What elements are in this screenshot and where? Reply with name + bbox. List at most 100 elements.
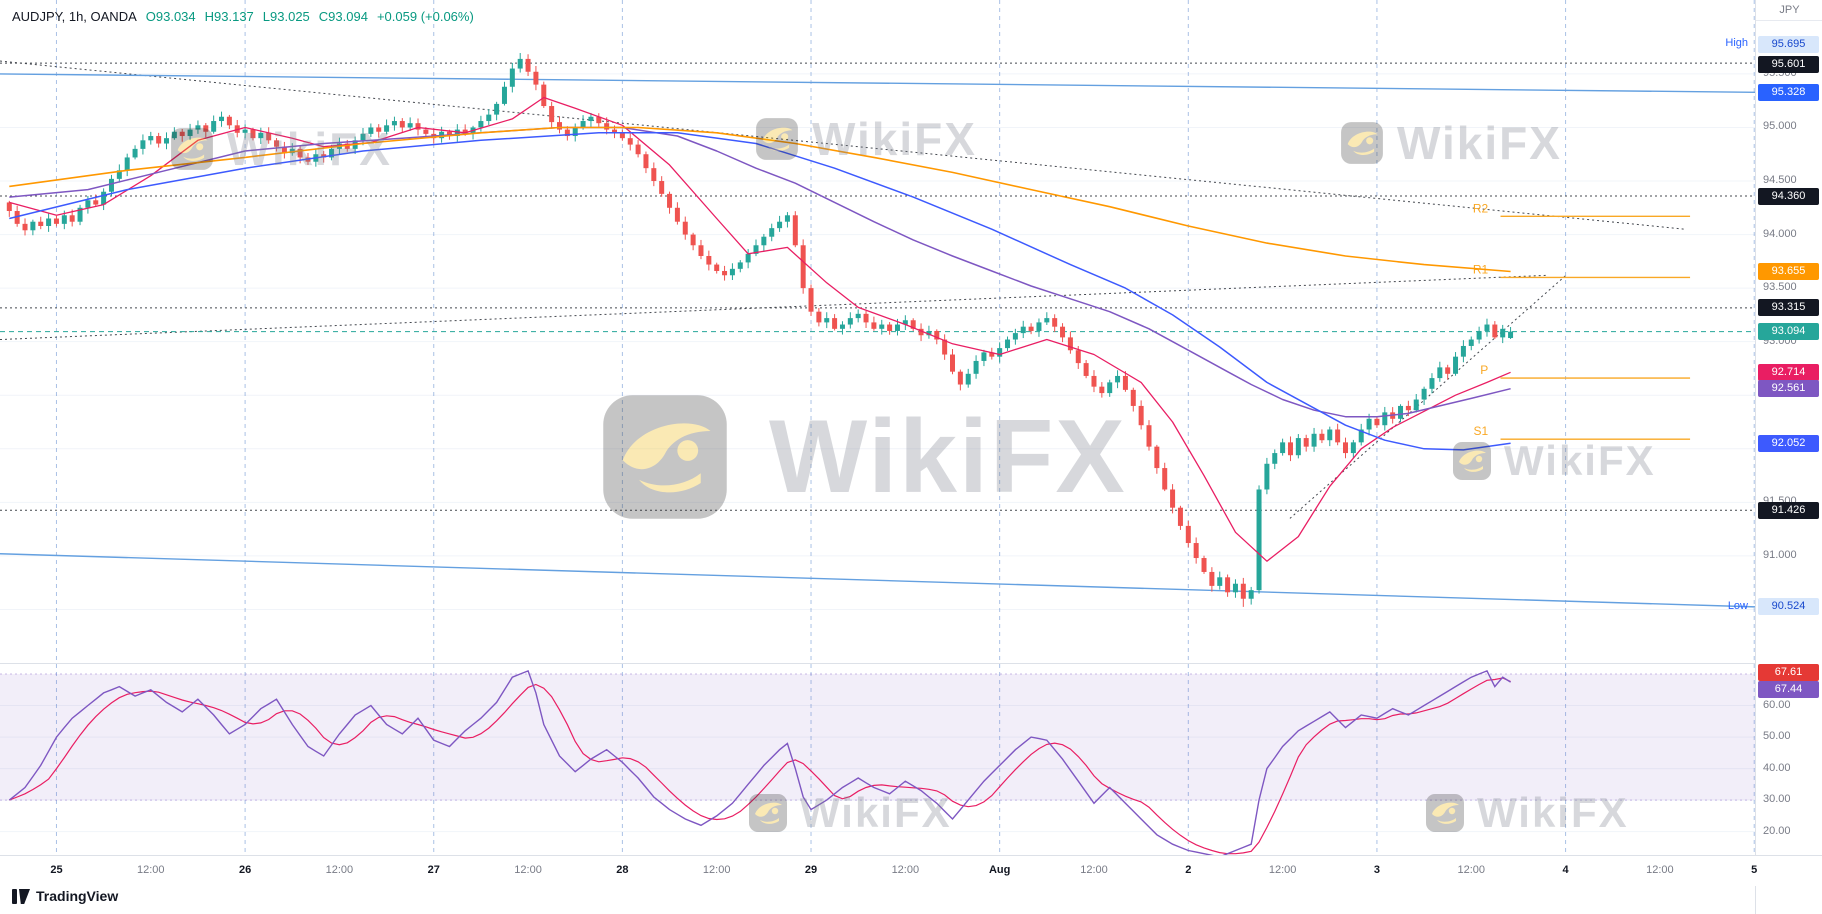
last-price-tag: 93.094 [1758,323,1819,341]
candle [478,121,484,128]
candle [281,146,287,154]
time-label-day: Aug [988,864,1011,876]
candle [1122,375,1128,390]
candle [596,116,602,124]
symbol-title[interactable]: AUDJPY, 1h, OANDA [12,9,137,24]
recovery-trendline[interactable] [1289,273,1568,519]
candle [989,352,995,357]
candle [1421,388,1427,400]
candle [1028,326,1034,331]
candle [1201,558,1207,572]
ma-fast-pink [9,96,1511,562]
ma-long-orange [9,126,1511,273]
ohlc-change: +0.059 (+0.06%) [376,9,474,24]
candle [85,200,91,208]
candle [824,318,830,323]
candle [839,324,845,329]
candle [1075,350,1081,364]
candle [690,234,696,246]
time-label-intraday: 12:00 [325,864,354,876]
rsi-tick: 40.00 [1763,761,1791,774]
candle [871,322,877,329]
candle [1240,583,1246,599]
candle [1020,326,1026,334]
candle [926,330,932,336]
price-tick: 95.000 [1763,120,1797,133]
candle [580,121,586,128]
candle [46,218,52,226]
time-label-intraday: 12:00 [1268,864,1297,876]
candle [612,129,618,133]
rising-trendline[interactable] [0,274,1548,341]
candle [1453,356,1459,374]
candle [894,324,900,331]
candle [722,270,728,276]
candle [627,138,633,145]
candle [887,324,893,331]
candle [1492,324,1498,338]
candle [132,148,138,158]
price-tag: 92.714 [1758,363,1819,381]
time-axis[interactable]: 25 26 27 28 29 Aug 2 3 4 5 12:00 12:00 12:00 12:00 12:… [0,855,1822,886]
rsi-tag: 67.44 [1758,680,1819,698]
candle [14,211,20,224]
candle [1311,433,1317,447]
candle [1460,345,1466,357]
lower-channel-line[interactable] [0,553,1756,608]
candle [1295,438,1301,456]
currency-button[interactable]: JPY [1756,4,1822,21]
price-tick: 94.500 [1763,174,1797,186]
candle [156,136,162,144]
descending-trendline[interactable] [0,60,1685,230]
time-label-day: 25 [50,864,63,876]
candle [1005,339,1011,349]
candle [1185,525,1191,544]
candle [800,245,806,289]
candle [203,125,209,132]
time-label-intraday: 12:00 [137,864,165,876]
candle [274,140,280,147]
pane-divider[interactable] [0,663,1755,664]
price-tick: 93.500 [1763,281,1797,294]
candle [1052,318,1058,327]
candle [179,131,185,137]
candle [187,129,193,137]
candle [1335,429,1341,443]
candle [211,121,217,132]
candle [1280,442,1286,454]
pivot-label-P: P [1480,363,1488,377]
tradingview-attribution[interactable]: TradingView [12,888,118,904]
candle [745,253,751,263]
symbol-legend[interactable]: AUDJPY, 1h, OANDA O93.034 H93.137 L93.02… [12,9,474,24]
candle [93,200,99,205]
candle [1248,590,1254,599]
candle [619,132,625,139]
candle [761,236,767,246]
ohlc-low: L93.025 [262,9,310,24]
candle [1067,337,1073,351]
candle [729,268,735,276]
candles-series [6,53,1514,607]
candle [1217,577,1223,586]
upper-channel-line[interactable] [0,73,1756,94]
candle [407,123,413,128]
candle [501,86,507,104]
candle [258,132,264,139]
candle [1374,418,1380,426]
candle [549,106,555,123]
candle [1177,507,1183,526]
candle [942,339,948,355]
candle [124,157,130,171]
candle [1437,367,1443,379]
price-axis[interactable]: JPY 95.500 95.000 94.500 94.000 93.500 93.000… [1755,0,1822,914]
candle [517,58,523,69]
candle [242,129,248,133]
candle [541,84,547,107]
candle [918,328,924,336]
candle [1060,326,1066,338]
candle [706,255,712,265]
candle [1445,367,1451,374]
candle [1264,463,1270,490]
